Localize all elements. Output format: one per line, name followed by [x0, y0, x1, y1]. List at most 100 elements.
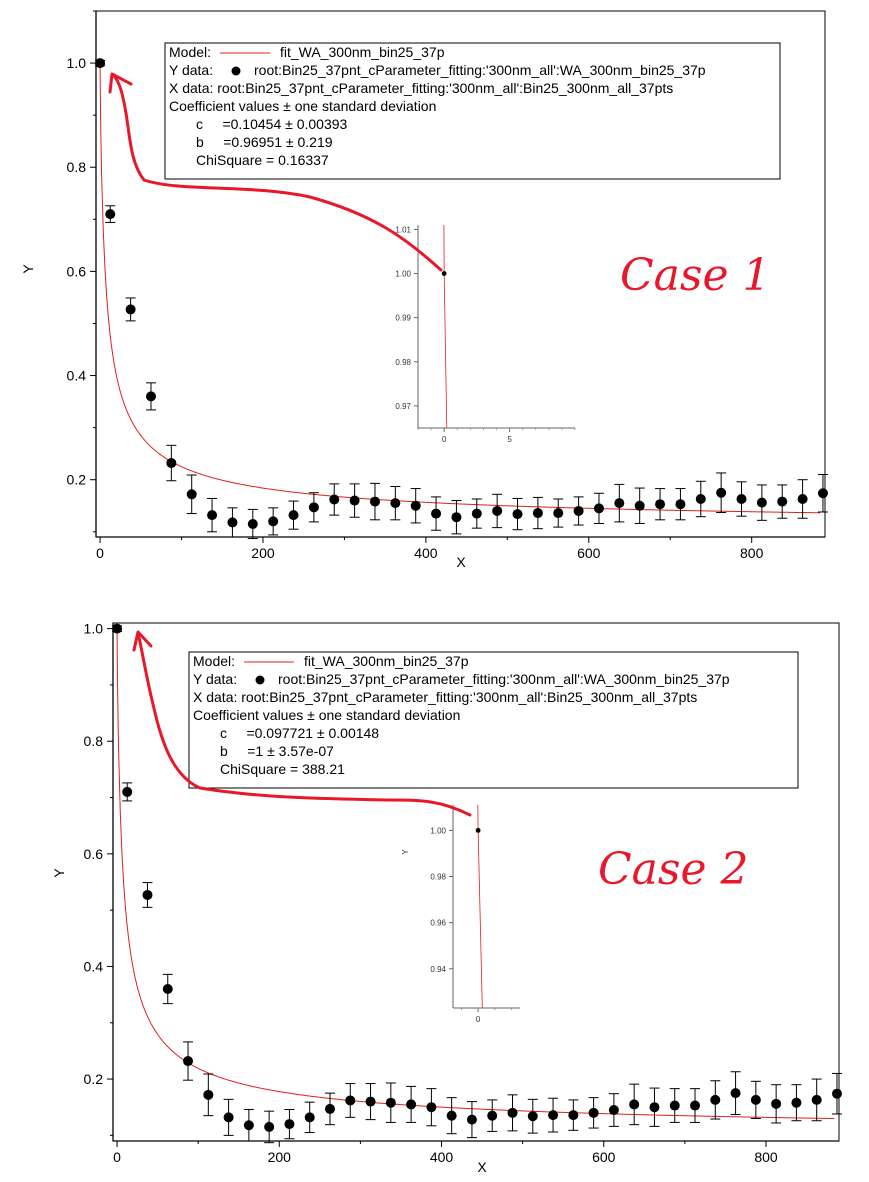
- legend-point-swatch: [255, 675, 265, 685]
- y-tick-label: 0.4: [84, 958, 104, 974]
- x-tick-label: 0: [113, 1149, 121, 1165]
- data-marker: [608, 1105, 619, 1116]
- data-point: [548, 1097, 559, 1133]
- data-marker: [593, 503, 604, 514]
- data-point: [203, 1073, 214, 1117]
- annotation-arrow-stroke: [136, 631, 472, 817]
- inset-x-ticks: 0: [460, 1008, 513, 1024]
- annotation-case-label: Case 1: [620, 250, 771, 301]
- data-point: [649, 1087, 660, 1127]
- data-point: [471, 498, 482, 529]
- data-point: [675, 488, 686, 521]
- data-marker: [207, 510, 218, 521]
- data-point: [349, 483, 360, 518]
- x-tick-label: 400: [414, 545, 438, 561]
- data-point: [410, 488, 421, 524]
- data-point: [451, 500, 462, 535]
- chart-case-2: 0.2 0.4 0.6 0.8 1.0 0 200 400 600 800 Y X Model:…: [51, 621, 842, 1175]
- data-marker: [771, 1098, 782, 1109]
- data-point: [247, 508, 258, 540]
- data-point: [284, 1108, 295, 1140]
- data-point: [308, 492, 319, 523]
- data-marker: [553, 508, 564, 519]
- x-axis-label: X: [456, 554, 466, 570]
- y-tick-label: 0.4: [67, 368, 87, 384]
- inset-y-tick-label: 0.96: [430, 919, 446, 928]
- legend-coef-heading: Coefficient values ± one standard deviat…: [193, 707, 460, 723]
- data-point: [112, 623, 123, 634]
- legend-ydata-label: Y data:: [193, 671, 237, 687]
- x-tick-label: 600: [577, 545, 601, 561]
- data-marker: [431, 508, 442, 519]
- data-marker: [568, 1110, 579, 1121]
- data-marker: [186, 489, 197, 500]
- data-marker: [797, 493, 808, 504]
- x-tick-label: 200: [268, 1149, 292, 1165]
- y-ticks: 0.2 0.4 0.6 0.8 1.0: [67, 10, 96, 533]
- data-marker: [247, 518, 258, 529]
- inset-fit-curve: [477, 804, 483, 1009]
- data-point: [243, 1108, 254, 1142]
- inset-y-tick-label: 1.01: [395, 225, 411, 234]
- data-marker: [588, 1107, 599, 1118]
- data-marker: [629, 1099, 640, 1110]
- data-marker: [634, 500, 645, 511]
- data-point: [207, 497, 218, 533]
- data-marker: [243, 1120, 254, 1131]
- data-point: [406, 1085, 417, 1123]
- data-marker: [284, 1119, 295, 1130]
- data-point: [369, 482, 380, 521]
- data-marker: [95, 58, 106, 69]
- y-tick-label: 1.0: [84, 621, 104, 637]
- data-marker: [324, 1103, 335, 1114]
- data-marker: [446, 1110, 457, 1121]
- data-point: [655, 488, 666, 521]
- x-tick-label: 400: [430, 1149, 454, 1165]
- data-marker: [669, 1100, 680, 1111]
- legend-model-name: fit_WA_300nm_bin25_37p: [280, 44, 445, 60]
- data-point: [634, 487, 645, 524]
- data-marker: [471, 508, 482, 519]
- data-marker: [166, 458, 177, 469]
- inset-y-tick-label: 0.94: [430, 965, 446, 974]
- data-point: [608, 1093, 619, 1127]
- data-marker: [288, 510, 299, 521]
- data-point: [288, 500, 299, 530]
- data-marker: [548, 1110, 559, 1121]
- data-point: [304, 1101, 315, 1134]
- data-point: [593, 492, 604, 524]
- data-marker: [690, 1100, 701, 1111]
- legend-model-label: Model:: [169, 44, 211, 60]
- data-point: [797, 479, 808, 519]
- data-marker: [308, 502, 319, 513]
- data-marker: [811, 1094, 822, 1105]
- data-point: [811, 1078, 822, 1122]
- data-marker: [487, 1110, 498, 1121]
- data-marker: [451, 512, 462, 523]
- data-point: [166, 444, 177, 482]
- data-marker: [406, 1099, 417, 1110]
- data-marker: [125, 304, 136, 315]
- inset-fit-curve: [443, 224, 448, 429]
- data-marker: [268, 516, 279, 527]
- data-point: [268, 507, 279, 536]
- x-ticks: 0 200 400 600 800: [113, 1141, 778, 1165]
- data-marker: [145, 391, 156, 402]
- data-point: [512, 497, 523, 531]
- annotation-arrow-head: [132, 630, 153, 652]
- data-point: [466, 1101, 477, 1139]
- legend-ydata-path: root:Bin25_37pnt_cParameter_fitting:'300…: [278, 671, 730, 687]
- data-point: [756, 484, 767, 521]
- x-tick-label: 600: [592, 1149, 616, 1165]
- annotation-case-label: Case 2: [598, 844, 749, 895]
- chart-case-1: 0.2 0.4 0.6 0.8 1.0 0 200 400 600 800 Y X Model:…: [20, 10, 828, 570]
- annotation-arrow-stroke: [111, 73, 443, 272]
- annotation-arrow-head: [108, 72, 133, 94]
- data-marker: [492, 505, 503, 516]
- data-point: [145, 382, 156, 411]
- data-point: [553, 498, 564, 528]
- data-point: [426, 1088, 437, 1127]
- x-axis-label: X: [477, 1159, 487, 1175]
- inset-y-tick-label: 1.00: [395, 270, 411, 279]
